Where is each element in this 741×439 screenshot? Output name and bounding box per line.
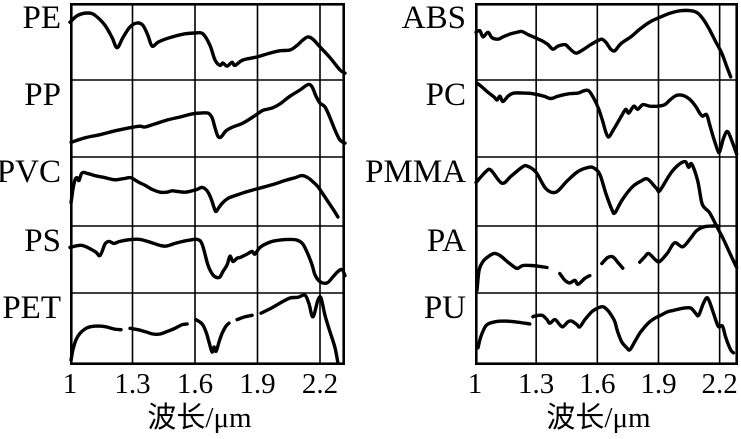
spectrum-curve-ABS (474, 8, 733, 79)
series-label-PU: PU (423, 290, 466, 326)
x-axis-label-right: 波长/μm (546, 402, 651, 434)
spectrum-curve-PET (235, 313, 254, 322)
series-label-PVC: PVC (0, 154, 61, 190)
spectrum-curve-PS (68, 237, 347, 285)
x-tick-label-left: 1.3 (114, 368, 151, 400)
spectrum-curve-PU (476, 319, 532, 350)
x-tick-label-right: 1 (467, 368, 483, 400)
x-tick-label-left: 1 (62, 368, 78, 400)
series-label-PS: PS (24, 223, 61, 259)
x-tick-label-left: 1.6 (176, 368, 214, 400)
spectrum-curve-PP (69, 82, 347, 145)
series-label-PET: PET (2, 290, 61, 326)
spectra-plot-left (68, 2, 347, 365)
x-tick-label-right: 1.6 (579, 368, 616, 400)
spectrum-curve-PET (69, 324, 123, 362)
series-label-PC: PC (425, 77, 466, 113)
x-axis-label-left: 波长/μm (147, 402, 252, 434)
spectra-plot-right (474, 2, 739, 365)
series-label-PP: PP (24, 77, 61, 113)
spectrum-curve-PVC (69, 170, 340, 219)
spectrum-curve-PET (259, 293, 340, 365)
spectrum-curve-PA (475, 251, 549, 293)
x-tick-label-right: 1.3 (518, 368, 555, 400)
spectrum-curve-PMMA (474, 159, 739, 270)
x-tick-label-right: 1.9 (640, 368, 677, 400)
series-label-PE: PE (22, 0, 61, 36)
spectrum-curve-PC (475, 81, 739, 156)
spectrum-curve-PA (558, 271, 592, 286)
spectrum-curve-PET (128, 322, 189, 337)
series-label-PMMA: PMMA (365, 154, 466, 190)
x-tick-label-left: 1.9 (239, 368, 276, 400)
spectrum-curve-PA (638, 224, 720, 264)
spectrum-curve-PA (600, 254, 625, 270)
spectrum-curve-PET (194, 317, 231, 354)
x-tick-label-right: 2.2 (701, 368, 738, 400)
x-tick-label-left: 2.2 (301, 368, 339, 400)
spectrum-curve-PE (68, 11, 347, 75)
series-label-ABS: ABS (401, 0, 466, 36)
series-label-PA: PA (426, 223, 466, 259)
spectrum-curve-PU (531, 296, 736, 355)
plot-border (69, 2, 345, 365)
